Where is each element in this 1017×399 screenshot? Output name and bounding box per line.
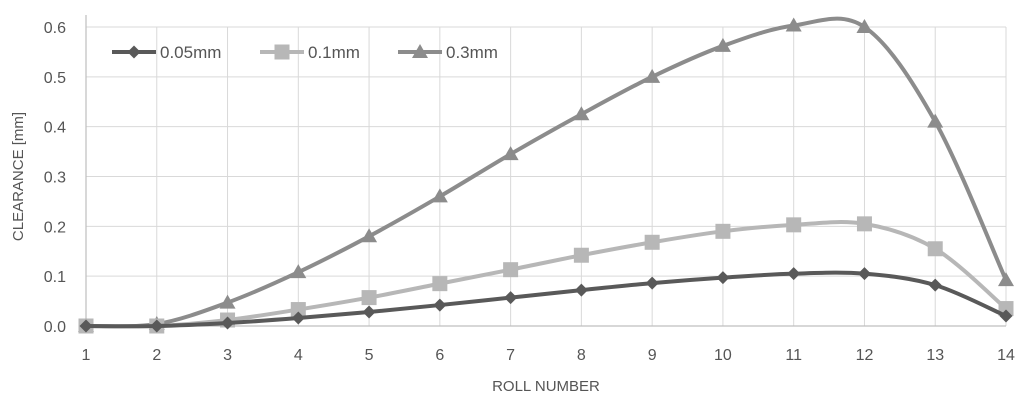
legend-label: 0.3mm (446, 43, 498, 62)
legend-marker (274, 44, 290, 60)
legend-item: 0.3mm (398, 43, 498, 62)
data-point (998, 272, 1014, 287)
x-tick-label: 11 (785, 347, 802, 364)
legend-label: 0.05mm (160, 43, 221, 62)
data-point (431, 188, 448, 203)
axes: 0.00.10.20.30.40.50.61 2 3 4 5 6 7 8 9 10 11 12 13 14 (44, 15, 1015, 364)
data-point (787, 267, 801, 281)
data-point (573, 247, 589, 263)
data-point (644, 68, 661, 83)
y-tick-label: 0.2 (44, 219, 66, 236)
data-point (503, 262, 519, 278)
y-tick-label: 0.1 (44, 269, 66, 286)
data-point (290, 302, 306, 318)
data-point (79, 319, 93, 333)
y-axis-title: CLEARANCE [mm] (10, 112, 27, 241)
legend-label: 0.1mm (308, 43, 360, 62)
x-tick-label: 5 (365, 347, 374, 364)
legend: 0.05mm 0.1mm 0.3mm (112, 43, 498, 62)
series-0.3mm (78, 16, 1014, 332)
y-tick-label: 0.5 (44, 70, 66, 87)
legend-marker (412, 44, 428, 58)
y-tick-label: 0.3 (44, 170, 66, 187)
x-tick-label: 12 (856, 347, 874, 364)
data-point (150, 319, 164, 333)
x-tick-label: 4 (294, 347, 303, 364)
y-tick-label: 0.0 (44, 319, 66, 336)
x-tick-label: 9 (648, 347, 657, 364)
series-group (78, 16, 1014, 334)
data-point (857, 267, 871, 281)
data-point (785, 17, 802, 32)
y-tick-label: 0.4 (44, 120, 66, 137)
data-point (928, 278, 942, 292)
x-tick-label: 2 (152, 347, 161, 364)
gridlines (86, 26, 1007, 326)
x-axis-title: ROLL NUMBER (492, 378, 600, 395)
data-point (644, 234, 660, 250)
data-point (856, 19, 873, 33)
data-point (714, 37, 731, 52)
x-tick-label: 6 (435, 347, 444, 364)
data-point (856, 216, 872, 232)
x-tick-label: 1 (82, 347, 91, 364)
data-point (433, 298, 447, 312)
data-point (361, 290, 377, 306)
x-tick-label: 7 (506, 347, 515, 364)
data-point (291, 311, 305, 325)
series-0.05mm (79, 267, 1013, 333)
data-point (221, 316, 235, 330)
x-tick-label: 13 (926, 347, 944, 364)
series-line (84, 16, 1008, 329)
legend-item: 0.1mm (260, 43, 360, 62)
legend-marker (127, 45, 141, 59)
x-tick-label: 14 (997, 347, 1015, 364)
x-tick-label: 3 (223, 347, 232, 364)
data-point (786, 217, 802, 233)
data-point (927, 241, 943, 257)
data-point (432, 276, 448, 292)
data-point (219, 294, 236, 309)
data-point (361, 228, 378, 243)
data-point (645, 276, 659, 290)
data-point (999, 309, 1013, 323)
data-point (715, 223, 731, 239)
legend-item: 0.05mm (112, 43, 221, 62)
data-point (502, 146, 519, 161)
data-point (927, 113, 944, 128)
x-tick-label: 10 (714, 347, 732, 364)
data-point (716, 271, 730, 285)
data-point (573, 106, 590, 121)
x-tick-label: 8 (577, 347, 586, 364)
data-point (574, 283, 588, 297)
data-point (504, 291, 518, 305)
y-tick-label: 0.6 (44, 20, 66, 37)
series-line (84, 270, 1008, 329)
data-point (290, 264, 307, 279)
data-point (362, 305, 376, 319)
